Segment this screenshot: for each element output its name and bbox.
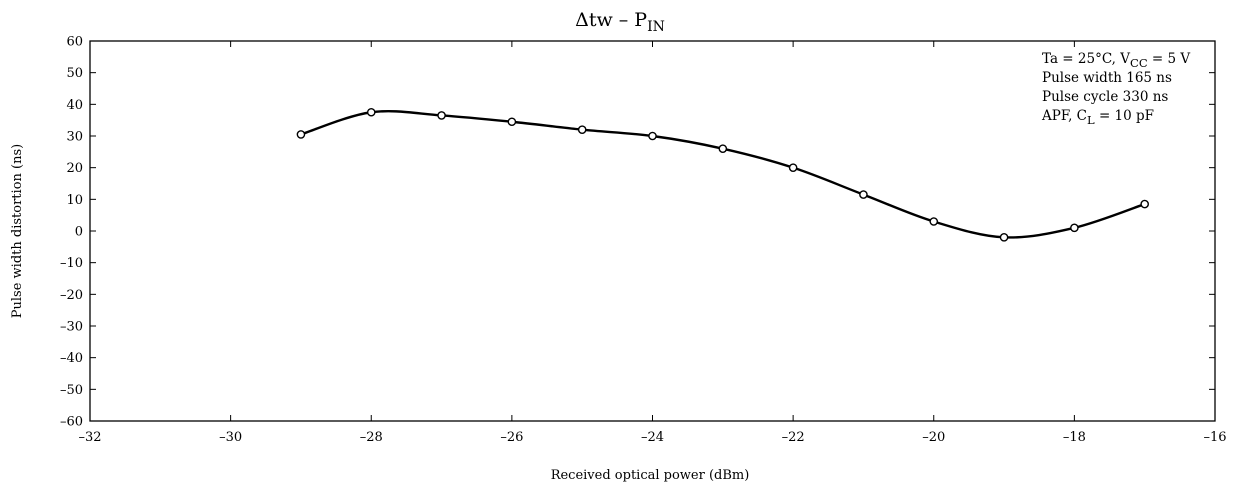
- x-tick-label: –22: [782, 430, 805, 445]
- conditions-annotation: Ta = 25°C, VCC = 5 V Pulse width 165 ns …: [1041, 51, 1190, 127]
- y-tick-label: –10: [60, 256, 83, 271]
- y-tick-label: –30: [60, 320, 83, 335]
- data-point: [1140, 199, 1149, 209]
- x-tick-label: –30: [219, 430, 242, 445]
- data-point: [859, 190, 868, 199]
- x-axis-label: Received optical power (dBm): [551, 468, 750, 483]
- chart-title: Δtw – PIN: [575, 9, 665, 35]
- data-point: [788, 163, 798, 172]
- x-tick-label: –26: [500, 430, 523, 445]
- x-tick-label: –24: [641, 430, 664, 445]
- annotation-line-4: APF, CL = 10 pF: [1041, 108, 1154, 127]
- y-tick-label: 10: [66, 193, 83, 208]
- x-tick-label: –20: [922, 430, 945, 445]
- axis-ticks: [89, 40, 1216, 422]
- data-point: [929, 217, 939, 226]
- data-point: [366, 107, 376, 117]
- y-tick-label: –60: [60, 415, 83, 430]
- y-tick-label: –20: [60, 288, 83, 303]
- y-tick-label: 40: [66, 98, 83, 113]
- x-tick-label: –32: [78, 430, 101, 445]
- y-tick-label: 0: [75, 225, 83, 240]
- x-tick-labels: –32 –30 –28 –26 –24 –22 –20 –18 –16: [78, 430, 1226, 445]
- y-axis-label: Pulse width distortion (ns): [10, 144, 25, 318]
- data-point: [999, 233, 1009, 242]
- annotation-line-1: Ta = 25°C, VCC = 5 V: [1042, 51, 1190, 70]
- x-tick-label: –18: [1063, 430, 1086, 445]
- data-point: [718, 144, 728, 153]
- series-markers: [296, 107, 1149, 242]
- data-point: [507, 117, 517, 127]
- y-tick-label: 60: [66, 35, 83, 50]
- annotation-line-2: Pulse width 165 ns: [1042, 70, 1172, 86]
- x-tick-label: –28: [360, 430, 383, 445]
- y-tick-label: –40: [60, 351, 83, 366]
- annotation-line-3: Pulse cycle 330 ns: [1042, 89, 1168, 105]
- data-point: [648, 131, 657, 141]
- y-tick-label: 50: [66, 66, 83, 81]
- data-point: [296, 130, 306, 139]
- y-tick-labels: 60 50 40 30 20 10 0 –10 –20 –30 –40 –50 –60: [60, 35, 83, 430]
- y-tick-label: 30: [66, 130, 83, 145]
- data-point: [577, 125, 587, 134]
- x-tick-label: –16: [1203, 430, 1226, 445]
- y-tick-label: 20: [66, 161, 83, 176]
- data-point: [1070, 223, 1079, 233]
- y-tick-label: –50: [60, 383, 83, 398]
- series-line: [300, 109, 1146, 239]
- data-point: [437, 111, 446, 120]
